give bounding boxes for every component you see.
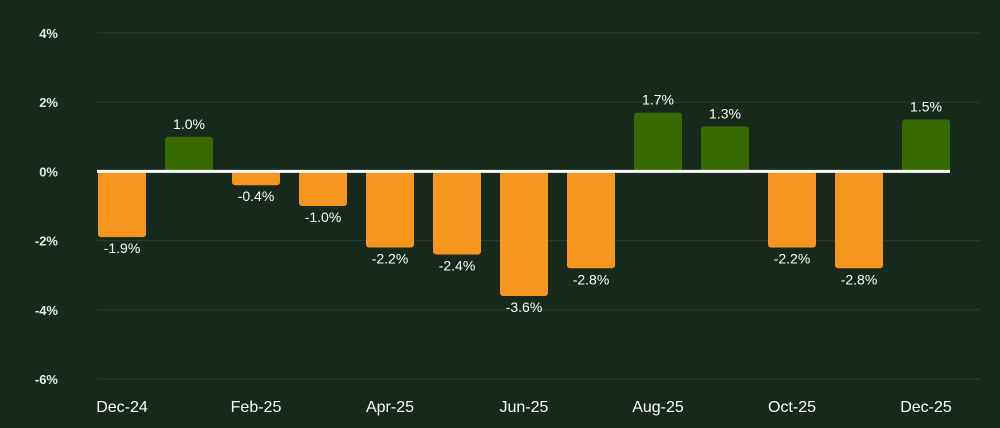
y-tick-label: 2% xyxy=(39,95,58,110)
bar xyxy=(165,136,213,172)
bar xyxy=(567,171,615,269)
bar xyxy=(433,171,481,255)
data-label: -0.4% xyxy=(238,188,275,204)
data-label: -2.2% xyxy=(372,251,409,267)
x-tick-label: Dec-24 xyxy=(96,399,148,416)
data-label: -1.0% xyxy=(305,209,342,225)
data-label: 1.7% xyxy=(642,92,674,108)
x-tick-label: Jun-25 xyxy=(500,399,549,416)
bar xyxy=(232,171,280,186)
x-tick-label: Dec-25 xyxy=(900,399,952,416)
bar xyxy=(634,112,682,172)
data-label: -3.6% xyxy=(506,299,543,315)
x-tick-label: Feb-25 xyxy=(231,399,282,416)
y-tick-label: 4% xyxy=(39,26,58,41)
data-label: -2.8% xyxy=(841,271,878,287)
y-tick-label: 0% xyxy=(39,164,58,179)
data-label: 1.5% xyxy=(910,99,942,115)
bar xyxy=(835,171,883,269)
data-label: -2.4% xyxy=(439,257,476,273)
bar xyxy=(299,171,347,206)
y-tick-label: -2% xyxy=(35,234,59,249)
bar xyxy=(902,119,950,172)
x-tick-label: Oct-25 xyxy=(768,399,816,416)
data-label: -2.8% xyxy=(573,271,610,287)
data-label: -2.2% xyxy=(774,251,811,267)
bar xyxy=(768,171,816,248)
data-label: 1.3% xyxy=(709,105,741,121)
x-tick-label: Apr-25 xyxy=(366,399,414,416)
bar xyxy=(701,126,749,172)
y-tick-label: -4% xyxy=(35,303,59,318)
bar xyxy=(366,171,414,248)
data-label: -1.9% xyxy=(104,240,141,256)
bar xyxy=(500,171,548,296)
bar xyxy=(98,171,146,238)
x-tick-label: Aug-25 xyxy=(632,399,684,416)
data-label: 1.0% xyxy=(173,116,205,132)
y-tick-label: -6% xyxy=(35,372,59,387)
